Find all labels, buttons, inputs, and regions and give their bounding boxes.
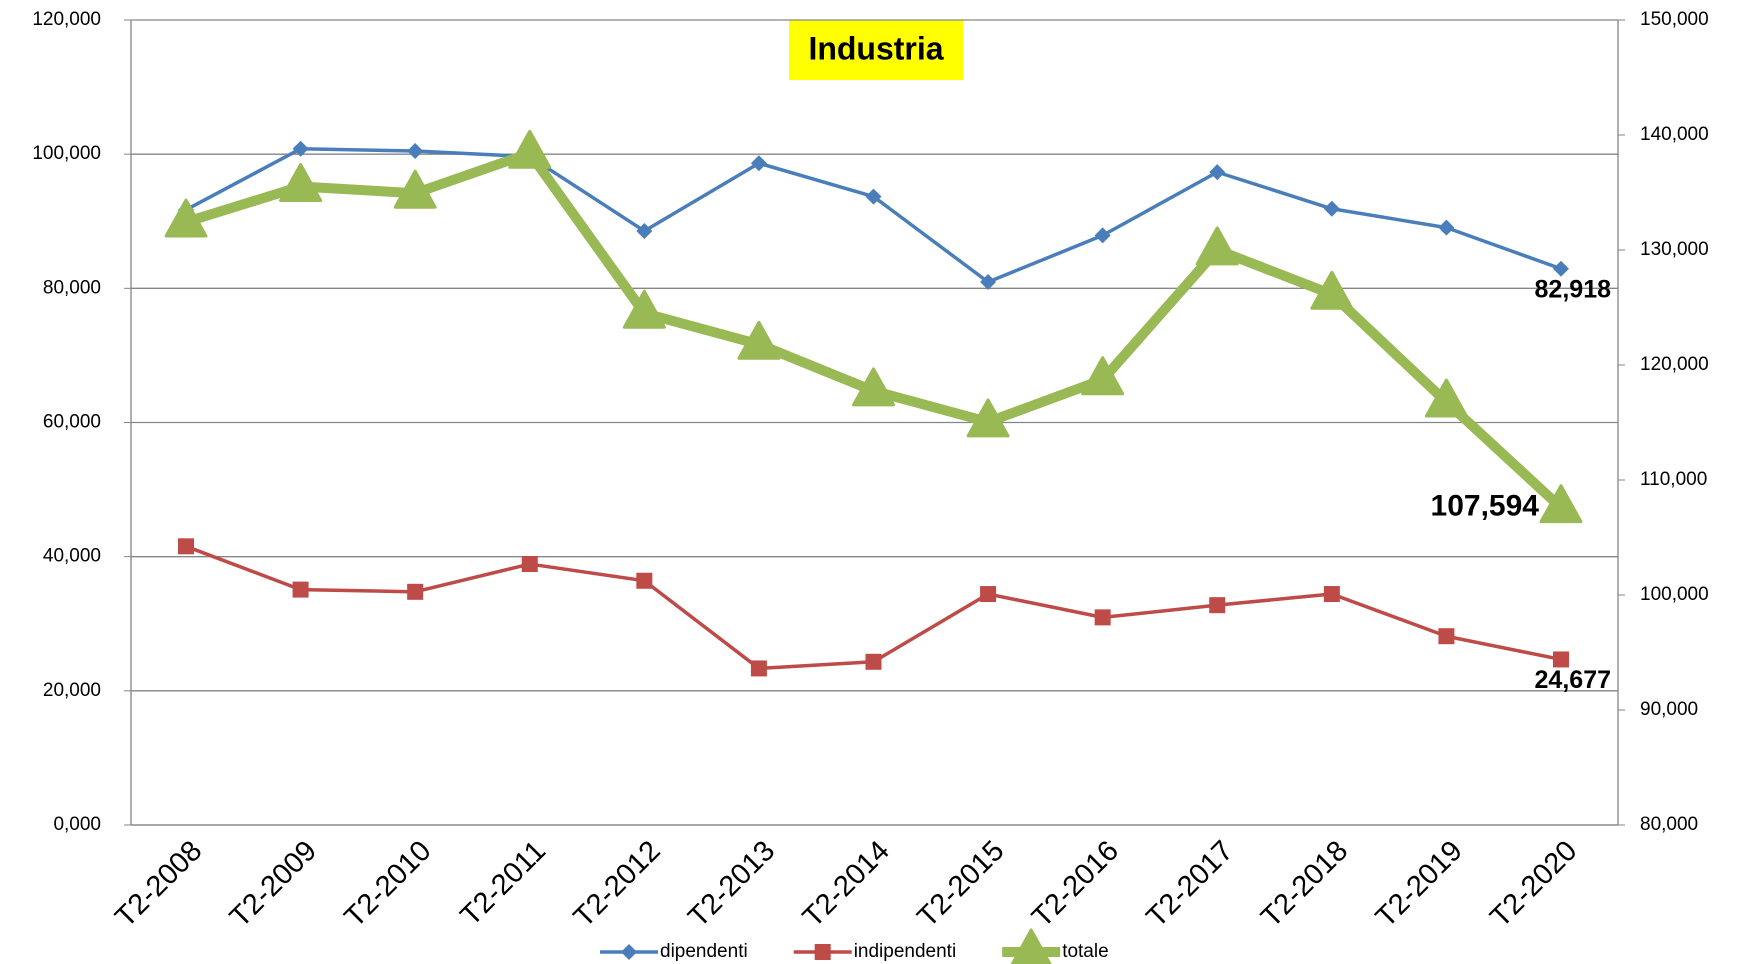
data-point bbox=[980, 274, 997, 291]
data-point bbox=[636, 572, 653, 589]
data-point bbox=[737, 320, 781, 360]
title-box bbox=[789, 20, 963, 80]
data-point bbox=[966, 398, 1010, 438]
data-point bbox=[1094, 227, 1111, 244]
data-point bbox=[1209, 597, 1226, 614]
data-point bbox=[521, 556, 538, 573]
y-tick-label: 40,000 bbox=[43, 546, 101, 567]
data-point bbox=[1539, 484, 1583, 524]
data-point bbox=[1424, 378, 1468, 418]
data-point bbox=[1209, 164, 1226, 181]
data-point bbox=[1553, 651, 1569, 668]
y2-tick-label: 110,000 bbox=[1640, 469, 1707, 490]
data-point bbox=[407, 583, 424, 600]
y2-tick-label: 80,000 bbox=[1640, 814, 1698, 835]
y-tick-label: 0,000 bbox=[53, 814, 101, 835]
legend-label: indipendenti bbox=[854, 941, 956, 962]
legend-label: dipendenti bbox=[660, 941, 748, 962]
data-point bbox=[164, 198, 208, 238]
data-point bbox=[750, 660, 767, 677]
legend-marker bbox=[621, 944, 637, 960]
data-point bbox=[508, 129, 552, 169]
data-point bbox=[622, 289, 666, 329]
data-point bbox=[292, 581, 309, 598]
data-point bbox=[393, 169, 437, 209]
data-point bbox=[292, 140, 309, 157]
legend-marker bbox=[814, 944, 831, 960]
y-tick-label: 60,000 bbox=[43, 412, 101, 433]
data-point bbox=[865, 188, 882, 205]
legend-marker bbox=[1010, 928, 1052, 964]
y2-tick-label: 120,000 bbox=[1640, 354, 1709, 375]
y-tick-label: 80,000 bbox=[43, 277, 101, 298]
data-point bbox=[1323, 586, 1340, 603]
y-tick-label: 100,000 bbox=[32, 143, 101, 164]
y2-tick-label: 140,000 bbox=[1640, 124, 1709, 145]
legend-label: totale bbox=[1062, 941, 1108, 962]
data-label: 107,594 bbox=[1431, 490, 1540, 523]
data-label: 24,677 bbox=[1535, 666, 1611, 694]
y2-tick-label: 90,000 bbox=[1640, 699, 1698, 720]
y-tick-label: 20,000 bbox=[43, 680, 101, 701]
data-point bbox=[407, 143, 424, 160]
y2-tick-label: 150,000 bbox=[1640, 9, 1709, 30]
y2-tick-label: 100,000 bbox=[1640, 584, 1709, 605]
data-label: 82,918 bbox=[1535, 275, 1612, 303]
data-point bbox=[980, 586, 997, 603]
data-point bbox=[750, 155, 767, 172]
y2-tick-label: 130,000 bbox=[1640, 239, 1709, 260]
data-point bbox=[852, 367, 895, 407]
data-point bbox=[1094, 609, 1111, 626]
data-point bbox=[636, 222, 653, 239]
chart-title: Industria bbox=[808, 30, 943, 66]
data-point bbox=[865, 653, 882, 670]
y-tick-label: 120,000 bbox=[32, 9, 101, 30]
data-point bbox=[1081, 356, 1125, 396]
data-point bbox=[279, 163, 323, 203]
data-point bbox=[1438, 219, 1455, 236]
data-point bbox=[1310, 270, 1354, 310]
data-point bbox=[1553, 260, 1569, 277]
data-point bbox=[178, 538, 194, 555]
data-point bbox=[1195, 226, 1239, 266]
data-point bbox=[1438, 628, 1455, 645]
data-point bbox=[1323, 200, 1340, 217]
